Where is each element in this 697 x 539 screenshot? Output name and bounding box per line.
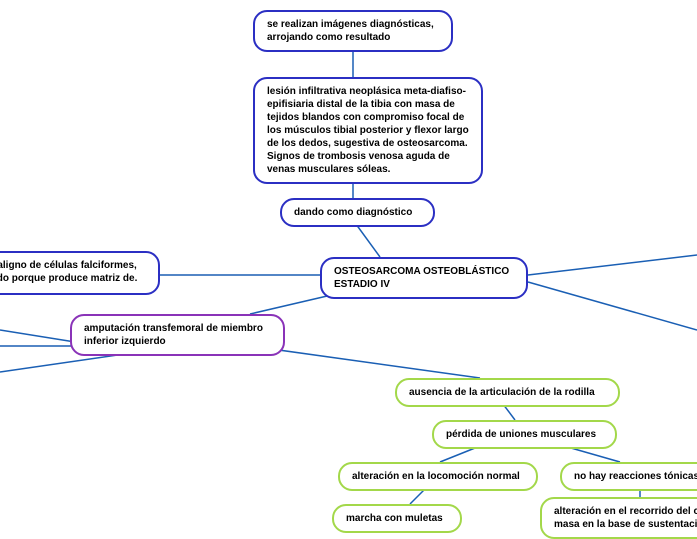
node-n3: dando como diagnóstico [280, 198, 435, 227]
node-n1: se realizan imágenes diagnósticas, arroj… [253, 10, 453, 52]
node-n8: pérdida de uniones musculares [432, 420, 617, 449]
node-n4: OSTEOSARCOMA OSTEOBLÁSTICO ESTADIO IV [320, 257, 528, 299]
node-n5: na maligno de células falciformes, eriza… [0, 251, 160, 295]
node-n2: lesión infiltrativa neoplásica meta-diaf… [253, 77, 483, 184]
node-n9: alteración en la locomoción normal [338, 462, 538, 491]
node-n12: alteración en el recorrido del centro de… [540, 497, 697, 539]
node-n7: ausencia de la articulación de la rodill… [395, 378, 620, 407]
node-n10: no hay reacciones tónicas estáticas [560, 462, 697, 491]
node-n6: amputación transfemoral de miembro infer… [70, 314, 285, 356]
node-n11: marcha con muletas [332, 504, 462, 533]
